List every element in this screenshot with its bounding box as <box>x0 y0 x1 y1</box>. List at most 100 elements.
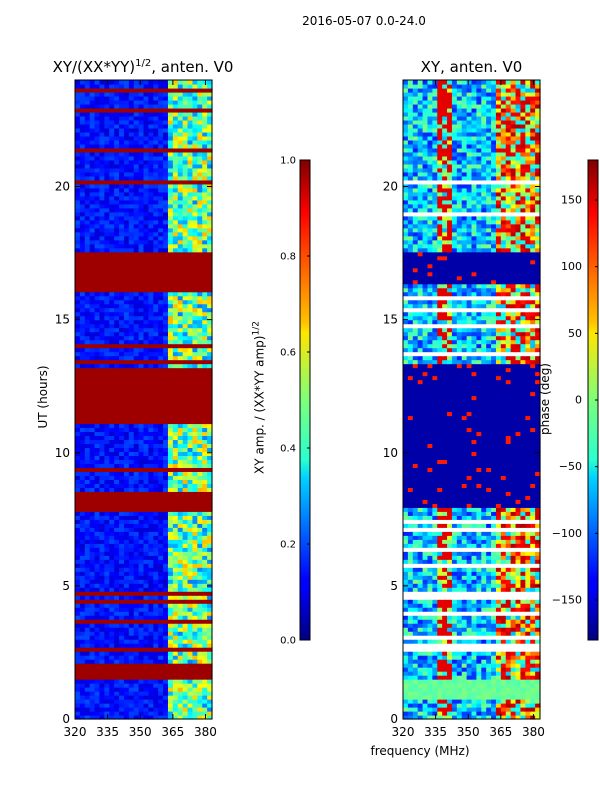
heatmap-cell <box>182 371 189 377</box>
heatmap-cell <box>158 367 164 373</box>
heatmap-cell <box>84 179 91 185</box>
heatmap-cell <box>138 331 145 337</box>
heatmap-cell <box>84 383 91 389</box>
heatmap-cell <box>167 687 174 692</box>
heatmap-cell <box>153 683 159 688</box>
heatmap-cell <box>167 535 174 540</box>
heatmap-cell <box>143 687 149 692</box>
heatmap-cell <box>158 239 164 245</box>
heatmap-cell <box>89 379 96 385</box>
heatmap-cell <box>148 467 154 472</box>
heatmap-cell <box>481 679 487 684</box>
heatmap-cell <box>403 683 409 688</box>
heatmap-cell <box>172 267 179 273</box>
heatmap-cell <box>192 479 198 484</box>
heatmap-cell <box>133 91 140 97</box>
heatmap-cell <box>153 239 159 245</box>
heatmap-cell <box>89 131 96 137</box>
heatmap-cell <box>187 95 194 101</box>
heatmap-cell <box>143 327 149 333</box>
heatmap-cell <box>163 223 169 229</box>
heatmap-cell <box>133 127 140 133</box>
heatmap-cell <box>520 715 526 720</box>
heatmap-cell <box>109 475 115 480</box>
heatmap-cell <box>99 307 105 313</box>
heatmap-cell <box>202 611 208 616</box>
heatmap-cell <box>182 395 189 401</box>
heatmap-cell <box>187 243 194 249</box>
heatmap-cell <box>530 699 536 704</box>
heatmap-cell <box>182 99 189 105</box>
heatmap-cell <box>109 231 115 237</box>
heatmap-cell <box>114 115 120 121</box>
heatmap-cell <box>119 131 125 137</box>
heatmap-cell <box>167 199 174 205</box>
heatmap-cell <box>119 431 125 437</box>
heatmap-cell <box>99 423 105 429</box>
heatmap-cell <box>153 227 159 233</box>
heatmap-cell <box>158 595 164 600</box>
heatmap-cell <box>158 131 164 137</box>
heatmap-cell <box>192 647 198 652</box>
heatmap-cell <box>187 399 194 405</box>
heatmap-cell <box>79 187 86 193</box>
heatmap-cell <box>104 619 110 624</box>
heatmap-cell <box>109 587 115 592</box>
heatmap-cell <box>99 627 105 632</box>
heatmap-cell <box>158 427 164 433</box>
heatmap-cell <box>99 395 105 401</box>
heatmap-cell <box>123 279 130 285</box>
heatmap-cell <box>207 167 213 173</box>
heatmap-cell <box>182 331 189 337</box>
heatmap-cell <box>114 571 120 576</box>
heatmap-cell <box>202 111 208 117</box>
heatmap-cell <box>207 355 213 361</box>
heatmap-cell <box>158 663 164 668</box>
heatmap-cell <box>148 715 154 720</box>
heatmap-cell <box>143 191 149 197</box>
heatmap-cell <box>520 663 526 668</box>
heatmap-cell <box>172 423 179 429</box>
heatmap-cell <box>172 307 179 313</box>
heatmap-cell <box>192 167 198 173</box>
heatmap-cell <box>75 411 81 417</box>
heatmap-cell <box>177 203 184 209</box>
heatmap-cell <box>197 235 203 241</box>
heatmap-cell <box>192 195 198 201</box>
heatmap-cell <box>407 663 414 668</box>
heatmap-cell <box>153 323 159 329</box>
heatmap-cell <box>75 107 81 113</box>
heatmap-cell <box>75 679 81 684</box>
heatmap-cell <box>525 695 531 700</box>
heatmap-cell <box>104 287 110 293</box>
heatmap-cell <box>202 175 208 181</box>
heatmap-cell <box>172 487 179 492</box>
heatmap-cell <box>138 519 145 524</box>
heatmap-cell <box>114 211 120 217</box>
heatmap-cell <box>207 703 213 708</box>
heatmap-cell <box>172 87 179 93</box>
heatmap-cell <box>207 131 213 137</box>
heatmap-cell <box>207 135 213 141</box>
heatmap-cell <box>148 643 154 648</box>
heatmap-cell <box>123 471 130 476</box>
heatmap-cell <box>104 159 110 165</box>
heatmap-cell <box>163 115 169 121</box>
heatmap-cell <box>123 423 130 429</box>
heatmap-cell <box>89 487 96 492</box>
heatmap-cell <box>94 263 101 269</box>
heatmap-cell <box>520 675 526 680</box>
heatmap-cell <box>177 663 184 668</box>
heatmap-cell <box>187 667 194 672</box>
heatmap-cell <box>89 275 96 281</box>
heatmap-cell <box>148 475 154 480</box>
heatmap-cell <box>505 679 512 684</box>
heatmap-cell <box>461 703 468 708</box>
heatmap-cell <box>79 711 86 716</box>
heatmap-cell <box>94 383 101 389</box>
heatmap-cell <box>94 567 101 572</box>
heatmap-cell <box>128 491 135 496</box>
heatmap-cell <box>187 471 194 476</box>
heatmap-cell <box>427 647 433 652</box>
heatmap-cell <box>133 651 140 656</box>
